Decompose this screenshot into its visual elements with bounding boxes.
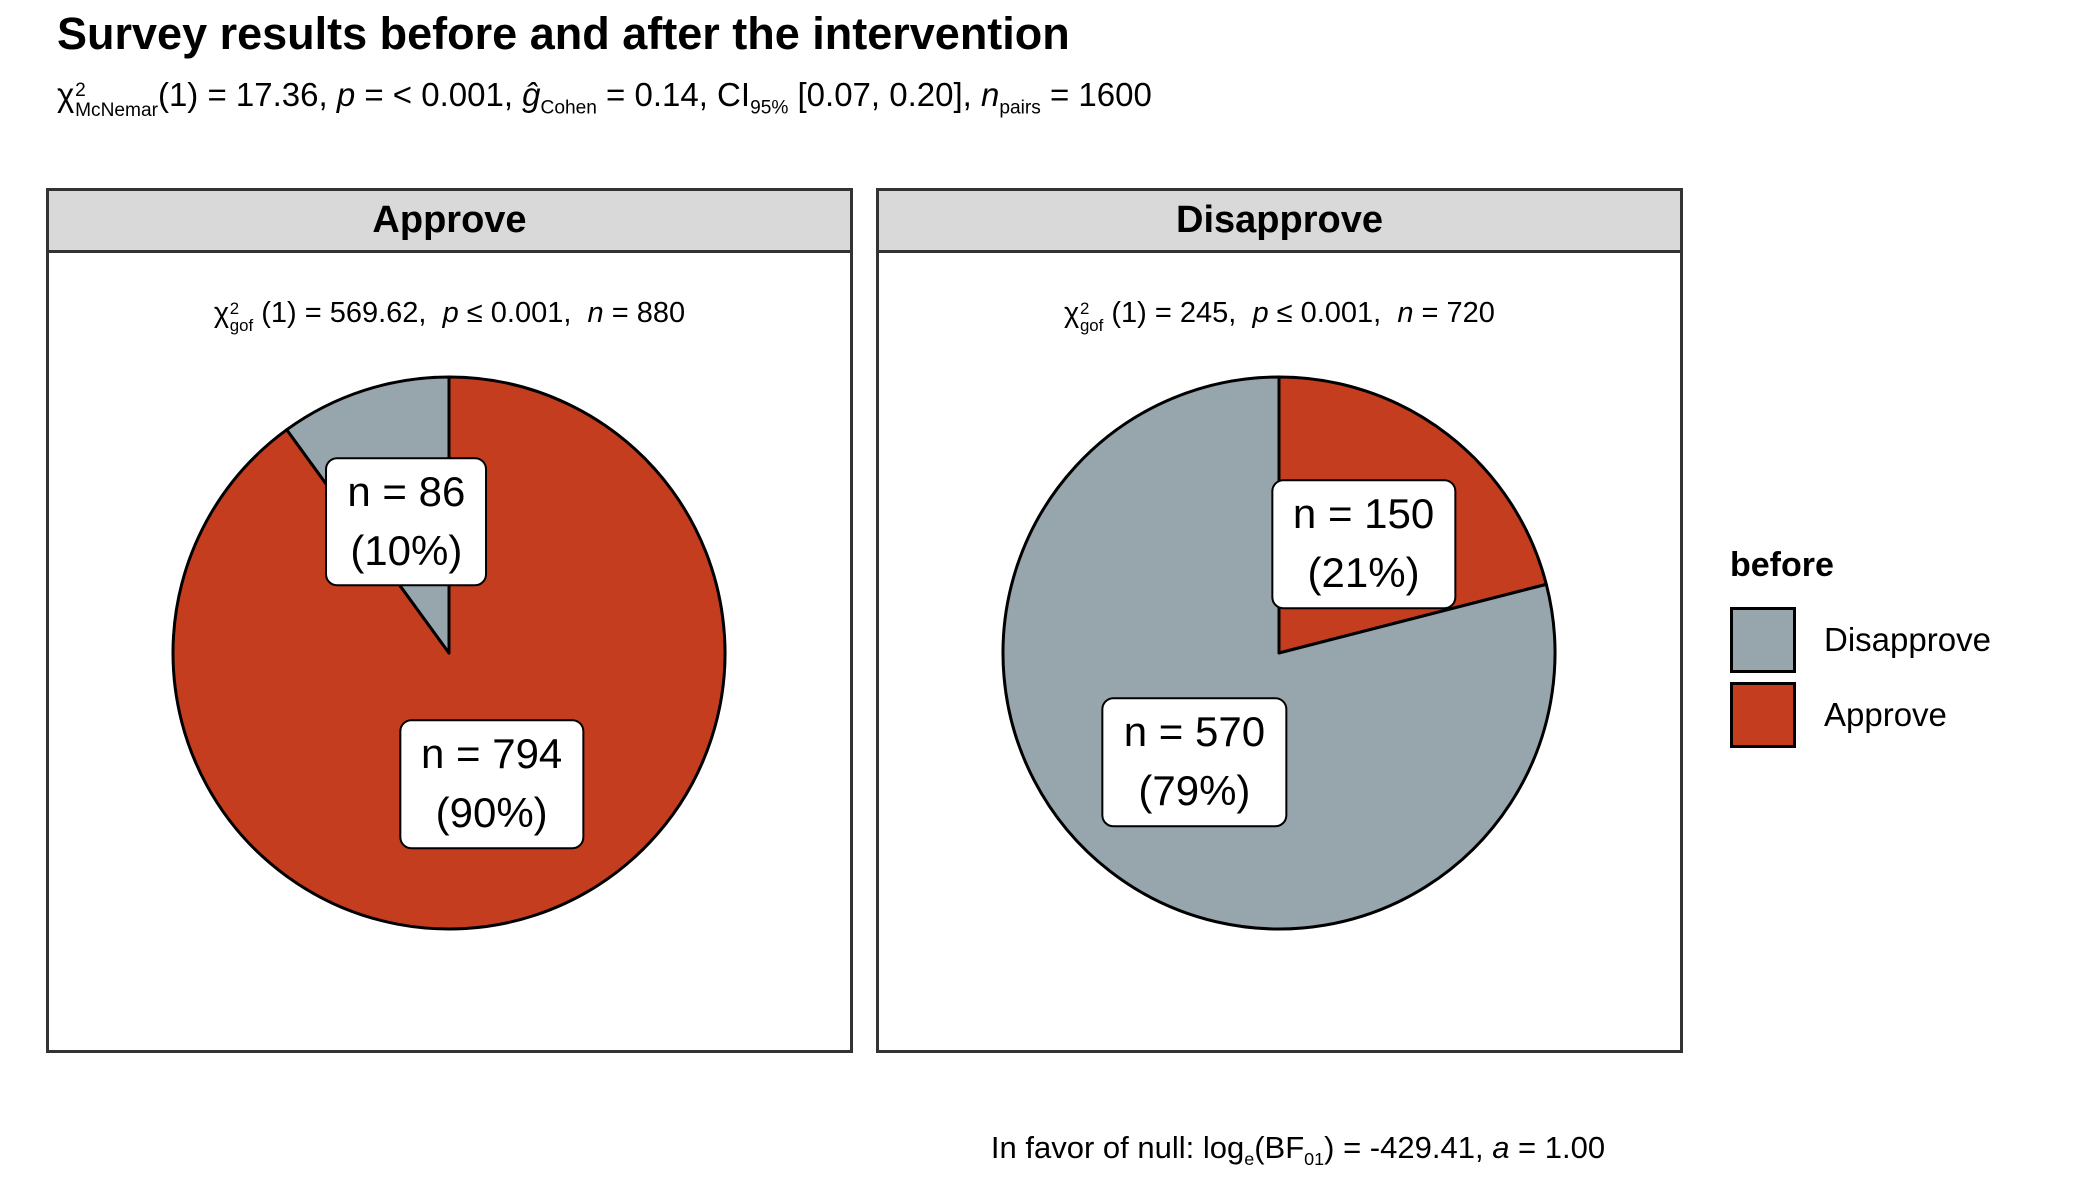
slice-percent-value: (10%) — [350, 526, 463, 574]
legend-label-approve: Approve — [1824, 696, 1947, 733]
slice-n-value: n = 86 — [347, 467, 466, 515]
slice-n-value: n = 794 — [420, 730, 563, 778]
slice-label-approve: n = 150 (21%) — [1270, 479, 1457, 609]
facet-stats-disapprove: χ 2 gof (1) = 245, p ≤ 0.001, n = 720 — [1064, 297, 1495, 335]
facet-body-disapprove: χ 2 gof (1) = 245, p ≤ 0.001, n = 720 n = … — [879, 253, 1680, 1050]
legend-label-disapprove: Disapprove — [1824, 621, 1991, 658]
facet-body-approve: χ 2 gof (1) = 569.62, p ≤ 0.001, n = 880 n… — [49, 253, 850, 1050]
slice-label-approve: n = 794 (90%) — [398, 719, 585, 850]
slice-percent-value: (79%) — [1138, 767, 1251, 815]
slice-n-value: n = 570 — [1123, 708, 1266, 756]
slice-label-disapprove: n = 570 (79%) — [1101, 697, 1288, 827]
legend-swatch-disapprove — [1730, 607, 1796, 673]
facet-panel-approve: Approve χ 2 gof (1) = 569.62, p ≤ 0.001, n… — [46, 188, 853, 1053]
legend: before Disapprove Approve — [1730, 546, 1991, 757]
pie-chart-approve: n = 794 (90%) n = 86 (10%) — [169, 373, 729, 933]
slice-percent-value: (21%) — [1307, 548, 1420, 596]
facet-header-label: Approve — [372, 199, 527, 241]
legend-title: before — [1730, 546, 1834, 584]
facet-header-label: Disapprove — [1176, 199, 1383, 241]
legend-swatch-approve — [1730, 682, 1796, 748]
plot-title: Survey results before and after the inte… — [57, 8, 1070, 59]
facet-panel-disapprove: Disapprove χ 2 gof (1) = 245, p ≤ 0.001, n… — [876, 188, 1683, 1053]
facet-stats-approve: χ 2 gof (1) = 569.62, p ≤ 0.001, n = 880 — [213, 297, 686, 335]
bayes-factor-caption: In favor of null: loge(BF01) = -429.41, … — [990, 1130, 1606, 1169]
facet-header-disapprove: Disapprove — [879, 191, 1680, 253]
slice-n-value: n = 150 — [1292, 490, 1435, 538]
legend-item-approve: Approve — [1730, 682, 1991, 748]
slice-label-disapprove: n = 86 (10%) — [325, 456, 488, 587]
legend-item-disapprove: Disapprove — [1730, 607, 1991, 673]
facet-header-approve: Approve — [49, 191, 850, 253]
pie-chart-disapprove: n = 150 (21%) n = 570 (79%) — [999, 373, 1559, 933]
slice-percent-value: (90%) — [435, 789, 548, 837]
plot-subtitle-mcnemar-stats: χ 2 McNemar (1) = 17.36, p = < 0.001, ĝCohe… — [57, 76, 1152, 121]
pie-svg — [1001, 375, 1557, 931]
